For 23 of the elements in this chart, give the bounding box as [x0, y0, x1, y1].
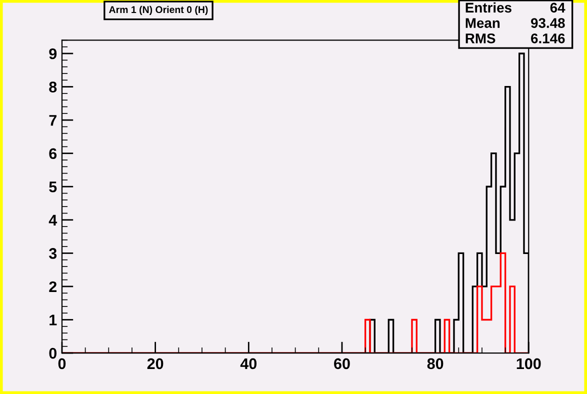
x-tick-label: 20	[147, 358, 164, 370]
y-tick-label: 7	[49, 115, 56, 126]
text: Mean	[466, 18, 500, 28]
y-tick-label: 9	[49, 48, 57, 60]
chart-title: Arm 1 (N) Orient 0 (H)	[109, 6, 208, 15]
y-tick-label: 4	[48, 214, 58, 226]
x-tick-label: 100	[516, 358, 541, 370]
y-tick-label: 5	[49, 182, 57, 192]
text: 64	[550, 2, 566, 13]
x-tick-label: 40	[240, 358, 257, 370]
annotation: RMS	[466, 33, 496, 44]
y-tick-label: 6	[49, 148, 57, 160]
x-tick-label: 60	[334, 358, 350, 370]
y-tick-label: 2	[49, 281, 57, 292]
y-tick-label: 3	[48, 248, 57, 259]
text: 93.48	[531, 18, 565, 28]
text: Entries	[466, 2, 512, 13]
y-tick-label: 8	[49, 82, 57, 92]
y-tick-label: 0	[49, 348, 56, 359]
text: 6.146	[531, 33, 565, 44]
x-tick-label: 0	[58, 358, 66, 370]
y-tick-label: 1	[50, 314, 57, 326]
x-tick-label: 80	[427, 358, 444, 370]
